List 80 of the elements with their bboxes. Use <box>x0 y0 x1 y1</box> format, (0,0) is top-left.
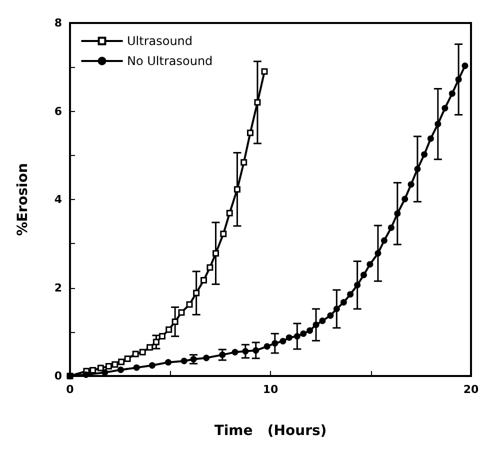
point <box>360 272 367 278</box>
y-tick-label: 6 <box>54 104 62 118</box>
point <box>306 327 314 334</box>
point <box>165 359 172 366</box>
point <box>152 338 160 346</box>
point <box>421 151 428 158</box>
point <box>340 299 347 306</box>
point <box>247 130 254 136</box>
point <box>220 230 227 238</box>
point <box>374 250 382 257</box>
y-tick-label: 2 <box>54 281 62 294</box>
point <box>105 363 112 370</box>
point <box>272 340 278 347</box>
point <box>280 338 286 344</box>
point <box>146 344 154 351</box>
point <box>462 62 468 70</box>
point <box>319 318 326 324</box>
x-tick-label: 0 <box>66 383 74 396</box>
point <box>252 347 260 354</box>
y-tick-label: 0 <box>54 370 62 382</box>
point <box>206 264 214 271</box>
point <box>97 364 104 372</box>
point <box>172 318 178 325</box>
point <box>354 282 361 288</box>
point <box>312 322 320 328</box>
point <box>212 250 220 257</box>
point <box>442 104 448 112</box>
point <box>203 354 210 362</box>
point <box>455 76 462 83</box>
y-axis-title: %Erosion <box>15 163 31 236</box>
point <box>139 348 146 356</box>
point <box>124 356 131 362</box>
point <box>254 99 261 106</box>
point <box>294 333 300 340</box>
point <box>347 291 354 298</box>
point <box>158 333 166 340</box>
x-axis-title: Time (Hours) <box>214 423 327 439</box>
point <box>102 369 108 376</box>
point <box>261 68 268 75</box>
y-tick-label: 4 <box>54 193 62 206</box>
point <box>82 371 90 378</box>
point <box>414 166 421 172</box>
point <box>200 277 207 284</box>
point <box>90 367 96 374</box>
point <box>133 364 140 371</box>
point <box>117 366 124 374</box>
point <box>380 237 388 244</box>
point <box>427 135 434 142</box>
point <box>232 348 238 356</box>
point <box>333 306 340 312</box>
x-tick-label: 20 <box>463 383 479 396</box>
point <box>219 352 226 358</box>
point <box>394 210 401 217</box>
point <box>300 330 307 337</box>
point <box>193 290 200 296</box>
point <box>226 210 233 216</box>
point <box>448 90 456 97</box>
point <box>180 358 188 364</box>
point <box>327 312 334 319</box>
legend-label: Ultrasound <box>127 34 193 48</box>
point <box>166 326 172 333</box>
point <box>148 362 156 369</box>
point <box>240 159 248 166</box>
point <box>286 334 292 341</box>
point <box>264 343 270 350</box>
x-tick-label: 10 <box>262 383 278 396</box>
legend-label: No Ultrasound <box>127 54 213 68</box>
y-tick-label: 8 <box>54 16 62 30</box>
point <box>388 224 394 231</box>
point <box>132 350 139 358</box>
point <box>242 348 249 355</box>
point <box>408 181 414 188</box>
point <box>402 196 408 202</box>
point <box>434 120 442 128</box>
point <box>234 186 240 193</box>
point <box>186 301 193 308</box>
point <box>366 261 374 268</box>
point <box>178 309 185 316</box>
point <box>112 361 118 368</box>
point <box>118 358 125 366</box>
